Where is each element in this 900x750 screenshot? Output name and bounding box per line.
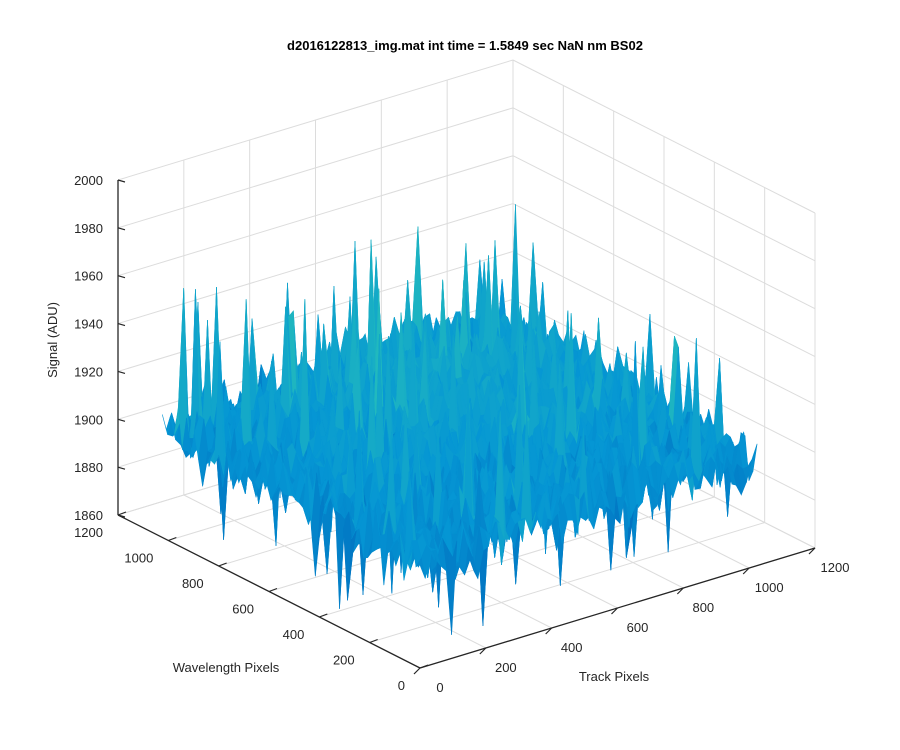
z-tick-label: 1920: [74, 364, 103, 379]
x-tick-label: 1000: [755, 580, 784, 595]
y-tick-label: 1200: [74, 525, 103, 540]
y-tick-label: 800: [182, 576, 204, 591]
y-tick: [319, 613, 328, 618]
y-tick: [117, 511, 127, 516]
z-tick-label: 1880: [74, 460, 103, 475]
y-tick-label: 200: [333, 653, 355, 668]
y-axis-title: Wavelength Pixels: [173, 660, 280, 675]
x-tick-label: 400: [561, 640, 583, 655]
back-wall-grid-line-z: [117, 155, 514, 277]
y-tick: [168, 536, 177, 542]
x-axis-title: Track Pixels: [579, 669, 650, 684]
y-tick-label: 0: [398, 678, 405, 693]
surface-mesh: [162, 204, 758, 635]
z-tick-label: 1940: [74, 317, 103, 332]
chart-title: d2016122813_img.mat int time = 1.5849 se…: [287, 38, 643, 53]
y-tick: [369, 638, 378, 644]
z-tick-label: 2000: [74, 173, 103, 188]
z-tick: [117, 179, 126, 183]
z-tick-label: 1960: [74, 269, 103, 284]
z-axis-title: Signal (ADU): [45, 302, 60, 378]
z-tick: [117, 227, 126, 231]
x-tick-label: 0: [436, 680, 443, 695]
y-tick: [268, 587, 278, 593]
y-tick-label: 400: [283, 627, 305, 642]
back-wall-grid-line-z: [117, 59, 514, 181]
z-tick: [117, 466, 126, 470]
side-wall-grid-line-z: [512, 107, 816, 262]
side-wall-grid-line-z: [512, 203, 816, 358]
y-tick-label: 1000: [124, 551, 153, 566]
x-tick: [413, 667, 421, 675]
x-tick-label: 800: [692, 600, 714, 615]
side-wall-grid-line-z: [512, 59, 816, 214]
z-tick: [117, 418, 126, 422]
floor-grid-line-y: [369, 522, 765, 643]
z-tick: [117, 370, 126, 375]
back-wall-grid-line-z: [117, 107, 514, 229]
z-tick: [117, 275, 126, 279]
z-tick-label: 1980: [74, 221, 103, 236]
side-wall-grid-line-z: [512, 250, 816, 405]
x-tick-label: 600: [627, 620, 649, 635]
side-wall-grid-line-z: [512, 298, 816, 453]
z-tick-label: 1900: [74, 412, 103, 427]
x-tick-label: 200: [495, 660, 517, 675]
x-tick-label: 1200: [821, 560, 850, 575]
y-tick-label: 600: [232, 602, 254, 617]
side-wall-grid-line-z: [512, 155, 816, 310]
y-tick: [218, 562, 227, 567]
z-tick: [117, 322, 126, 327]
z-tick-label: 1860: [74, 508, 103, 523]
